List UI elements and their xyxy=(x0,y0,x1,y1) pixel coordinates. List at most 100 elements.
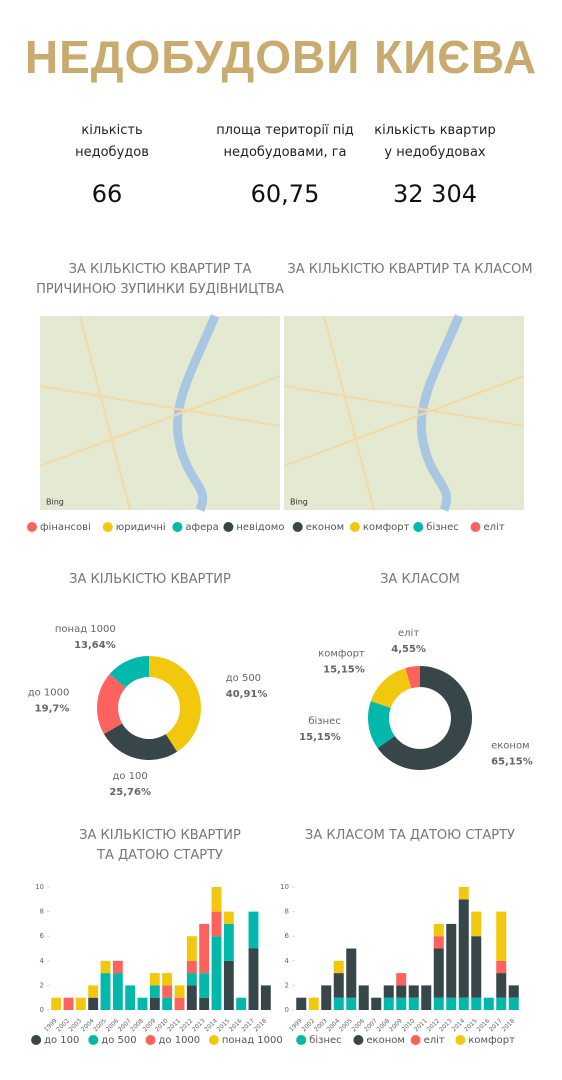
bar-segment xyxy=(333,973,344,998)
kpi-value: 66 xyxy=(91,180,123,208)
x-tick-label: 2007 xyxy=(117,1017,133,1033)
pie-slice xyxy=(377,666,472,770)
x-tick-label: 2014 xyxy=(203,1017,219,1033)
bar-segment xyxy=(260,985,271,1010)
slice-value: 40,91% xyxy=(226,689,268,700)
bar-segment xyxy=(100,960,111,974)
y-tick-label: 8 xyxy=(40,908,44,916)
x-tick-label: 2009 xyxy=(142,1017,158,1033)
bar-segment xyxy=(51,997,62,1010)
bar-segment xyxy=(421,985,432,1010)
bar-segment xyxy=(496,973,507,998)
legend-label: до 500 xyxy=(101,1035,136,1046)
legend-label: невідомо xyxy=(236,521,284,533)
chart-title: ЗА КІЛЬКІСТЮ КВАРТИР ТА ДАТОЮ СТАРТУ xyxy=(79,828,241,863)
kpi-value: 32 304 xyxy=(393,180,477,208)
bar-segment xyxy=(223,960,234,1010)
bar-segment xyxy=(508,985,519,998)
bar-segment xyxy=(248,948,259,1010)
y-tick-label: 6 xyxy=(40,932,45,940)
map-provider: Bing xyxy=(290,498,308,507)
slice-label: до 500 xyxy=(226,673,261,684)
legend-label: комфорт xyxy=(468,1035,515,1046)
x-tick-label: 2004 xyxy=(325,1017,341,1033)
bar-segment xyxy=(471,911,482,937)
kpi-label: кількість квартир у недобудовах xyxy=(374,123,496,160)
pie-slice xyxy=(405,666,420,689)
bar-segment xyxy=(346,948,357,998)
x-tick-label: 2003 xyxy=(68,1017,84,1033)
y-tick-label: 2 xyxy=(40,981,44,989)
legend-label: до 100 xyxy=(44,1035,79,1046)
slice-label: комфорт xyxy=(318,649,365,660)
map-title: ЗА КІЛЬКІСТЮ КВАРТИР ТА ПРИЧИНОЮ ЗУПИНКИ… xyxy=(36,262,284,297)
pie-slice xyxy=(149,656,202,752)
slice-value: 13,64% xyxy=(74,640,116,651)
map-road xyxy=(39,315,281,511)
x-tick-label: 2008 xyxy=(375,1017,391,1033)
x-tick-label: 2009 xyxy=(388,1017,404,1033)
slice-value: 25,76% xyxy=(109,787,151,798)
y-tick-label: 0 xyxy=(285,1006,289,1014)
bar-segment xyxy=(88,985,99,998)
legend-label: понад 1000 xyxy=(222,1035,283,1046)
map-title: ЗА КІЛЬКІСТЮ КВАРТИР ТА КЛАСОМ xyxy=(287,262,533,277)
bar-segment xyxy=(383,985,394,998)
bar-segment xyxy=(371,997,382,1010)
x-tick-label: 2018 xyxy=(253,1017,269,1033)
bar-segment xyxy=(396,973,407,986)
bar-segment xyxy=(149,973,160,986)
legend-label: фінансові xyxy=(40,521,91,533)
slice-label: еліт xyxy=(398,627,419,639)
bar-segment xyxy=(125,985,136,1010)
map-provider: Bing xyxy=(46,498,64,507)
y-tick-label: 10 xyxy=(35,883,44,891)
x-tick-label: 2003 xyxy=(313,1017,329,1033)
legend-label: афера xyxy=(185,522,218,533)
x-tick-label: 2007 xyxy=(363,1017,379,1033)
x-tick-label: 1999 xyxy=(43,1017,59,1033)
x-tick-label: 2017 xyxy=(488,1017,504,1033)
bar-segment xyxy=(433,948,444,998)
legend-swatch xyxy=(470,522,481,532)
bar-segment xyxy=(199,973,210,998)
bar-segment xyxy=(199,923,210,974)
legend-swatch xyxy=(353,1035,364,1045)
bar-segment xyxy=(112,973,123,1010)
x-tick-label: 2015 xyxy=(216,1017,232,1033)
bar-segment xyxy=(471,936,482,998)
bar-segment xyxy=(211,911,222,937)
bar-segment xyxy=(333,960,344,974)
slice-value: 4,55% xyxy=(391,644,426,655)
bar-segment xyxy=(446,923,457,998)
map-river xyxy=(416,314,464,512)
bar-segment xyxy=(333,997,344,1010)
bar-segment xyxy=(308,997,319,1010)
slice-value: 15,15% xyxy=(299,732,341,743)
chart-title: ЗА КЛАСОМ xyxy=(380,572,460,587)
x-tick-label: 2005 xyxy=(338,1017,354,1033)
bar-segment xyxy=(458,887,469,900)
x-tick-label: 2018 xyxy=(500,1017,516,1033)
bar-segment xyxy=(346,997,357,1010)
bar-segment xyxy=(358,985,369,1010)
x-tick-label: 2010 xyxy=(154,1017,170,1033)
legend-label: бізнес xyxy=(309,1034,341,1046)
bar-segment xyxy=(186,960,197,974)
x-tick-label: 2010 xyxy=(400,1017,416,1033)
bar-segment xyxy=(149,985,160,998)
bar-segment xyxy=(149,997,160,1010)
legend-swatch xyxy=(296,1035,307,1045)
bar-segment xyxy=(396,997,407,1010)
bar-segment xyxy=(223,911,234,924)
legend-label: економ xyxy=(306,522,345,533)
pie-slice xyxy=(370,668,412,708)
bar-segment xyxy=(211,936,222,1010)
legend-swatch xyxy=(88,1035,99,1045)
legend-label: до 1000 xyxy=(159,1035,201,1046)
bar-segment xyxy=(446,997,457,1010)
bar-segment xyxy=(88,997,99,1010)
slice-label: до 100 xyxy=(112,771,147,782)
